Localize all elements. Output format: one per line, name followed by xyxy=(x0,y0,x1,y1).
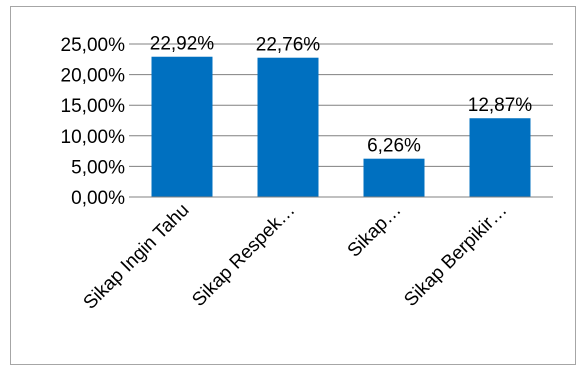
y-tick-label: 20,00% xyxy=(61,66,126,87)
data-label: 6,26% xyxy=(367,136,421,157)
y-tick-label: 15,00% xyxy=(61,96,126,117)
y-tick-label: 10,00% xyxy=(61,127,126,148)
y-tick-label: 5,00% xyxy=(71,157,125,178)
bar xyxy=(151,56,213,197)
category-label: Sikap… xyxy=(344,200,406,262)
category-label: Sikap Ingin Tahu xyxy=(80,200,194,314)
y-tick-labels: 0,00% 5,00% 10,00% 15,00% 20,00% 25,00% xyxy=(61,35,126,209)
data-label: 12,87% xyxy=(468,95,533,116)
data-label: 22,92% xyxy=(150,34,215,55)
bar xyxy=(363,158,425,197)
data-labels: 22,92% 22,76% 6,26% 12,87% xyxy=(150,34,533,157)
bars xyxy=(151,56,531,197)
y-tick-label: 25,00% xyxy=(61,35,126,56)
bar xyxy=(469,118,531,197)
y-tick-label: 0,00% xyxy=(71,188,125,209)
category-label: Sikap Berpikir… xyxy=(400,200,511,311)
bar xyxy=(257,57,319,197)
data-label: 22,76% xyxy=(256,35,321,56)
category-label: Sikap Respek… xyxy=(188,200,299,311)
